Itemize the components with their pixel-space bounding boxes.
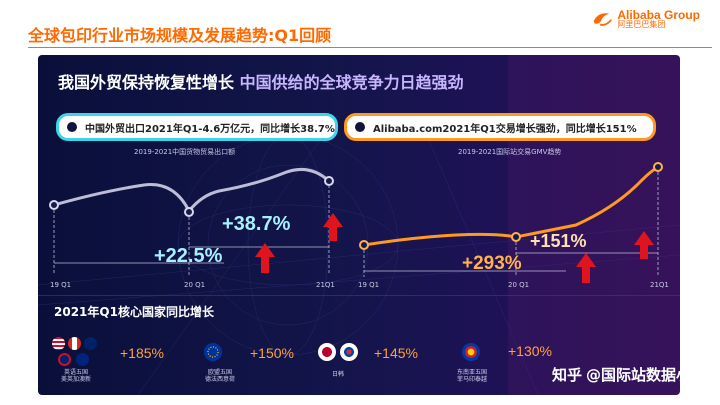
right-pill-text: Alibaba.com2021年Q1交易增长强劲，同比增长151% <box>373 120 637 135</box>
left-chart-point <box>185 208 193 216</box>
right-summary-pill: Alibaba.com2021年Q1交易增长强劲，同比增长151% <box>344 113 656 141</box>
alibaba-logo-icon <box>591 8 613 30</box>
watermark-handle: @国际站数据小二 <box>586 364 706 385</box>
japan-flag-icon <box>318 343 336 361</box>
left-summary-pill: 中国外贸出口2021年Q1-4.6万亿元，同比增长38.7% <box>56 113 338 141</box>
right-tick: 20 Q1 <box>508 281 529 289</box>
slide-headline: 我国外贸保持恢复性增长 中国供给的全球竞争力日趋强劲 <box>58 69 464 93</box>
asean-flag-icon <box>462 343 480 361</box>
right-chart-line <box>364 167 658 245</box>
nz-flag-icon <box>76 353 89 366</box>
pill-dot-icon <box>355 122 365 132</box>
country-growth-value: +185% <box>120 345 164 361</box>
right-growth-small: +151% <box>530 231 587 252</box>
korea-flag-icon <box>340 343 358 361</box>
watermark-brand: 知乎 <box>552 364 582 385</box>
country-growth-value: +130% <box>508 343 552 359</box>
page-title: 全球包印行业市场规模及发展趋势:Q1回顾 <box>28 22 331 46</box>
right-chart-point <box>512 233 520 241</box>
eu-stars-icon <box>204 343 222 361</box>
country-caption: 英语五国 美英加澳新 <box>46 369 106 383</box>
us-flag-icon <box>52 337 65 350</box>
zhihu-watermark: 知乎 @国际站数据小二 <box>552 364 706 385</box>
right-chart-point <box>360 241 368 249</box>
left-chart-point <box>325 177 333 185</box>
right-growth-large: +293% <box>462 253 522 275</box>
right-tick: 21Q1 <box>650 281 669 289</box>
australia-flag-icon <box>84 337 97 350</box>
country-growth-value: +145% <box>374 345 418 361</box>
right-arrow-up-icon <box>576 253 596 283</box>
left-growth-large: +22.5% <box>154 245 222 268</box>
country-caption: 东南亚五国 菲马印泰越 <box>442 369 502 383</box>
left-arrow-up-icon <box>255 243 275 273</box>
country-section-title: 2021年Q1核心国家同比增长 <box>54 303 214 320</box>
slide-panel: 我国外贸保持恢复性增长 中国供给的全球竞争力日趋强劲 中国外贸出口2021年Q1… <box>38 55 680 395</box>
left-tick: 21Q1 <box>316 281 335 289</box>
uk-flag-icon <box>58 353 71 366</box>
right-tick: 19 Q1 <box>358 281 379 289</box>
pill-dot-icon <box>67 122 77 132</box>
left-pill-text: 中国外贸出口2021年Q1-4.6万亿元，同比增长38.7% <box>85 120 335 135</box>
left-tick: 20 Q1 <box>184 281 205 289</box>
headline-white: 我国外贸保持恢复性增长 <box>58 73 234 92</box>
left-growth-small: +38.7% <box>222 213 290 236</box>
left-arrow-up-icon <box>323 213 343 241</box>
left-tick: 19 Q1 <box>50 281 71 289</box>
alibaba-logo: Alibaba Group 阿里巴巴集团 <box>591 6 700 32</box>
title-underline <box>28 47 712 48</box>
canada-flag-icon <box>68 337 81 350</box>
section-divider <box>38 295 680 296</box>
country-caption: 欧盟五国 德法西意荷 <box>190 369 250 383</box>
country-growth-value: +150% <box>250 345 294 361</box>
right-chart-point <box>654 163 662 171</box>
right-arrow-up-icon <box>634 231 654 259</box>
left-chart-point <box>50 201 58 209</box>
left-chart-line <box>54 169 329 211</box>
country-caption: 日韩 <box>320 371 356 378</box>
headline-accent: 中国供给的全球竞争力日趋强劲 <box>240 73 464 92</box>
logo-chinese: 阿里巴巴集团 <box>617 21 700 29</box>
